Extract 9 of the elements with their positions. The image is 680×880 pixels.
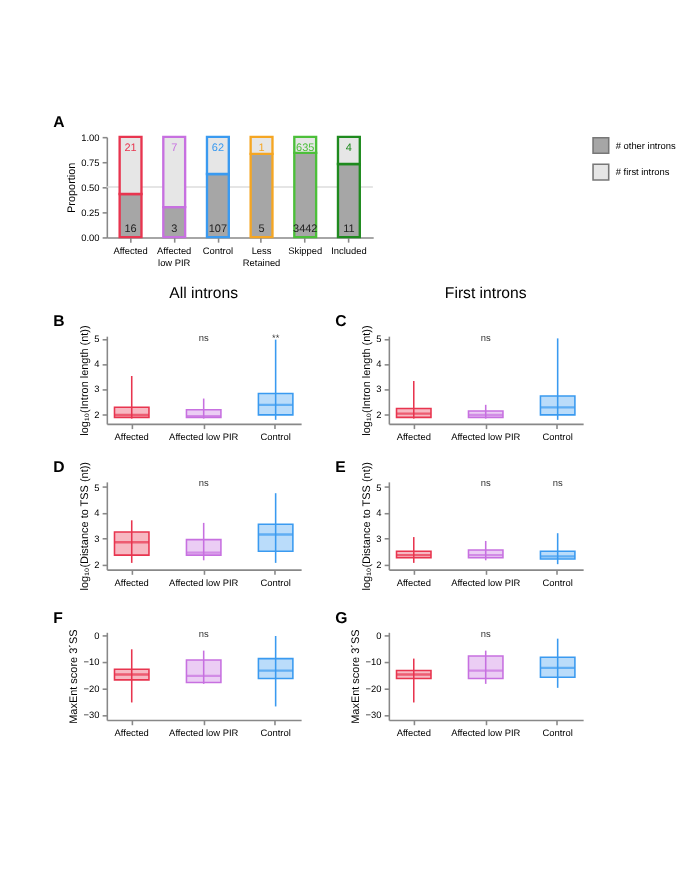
text: D — [53, 458, 66, 477]
text: C — [335, 312, 348, 331]
text: B — [53, 312, 66, 331]
text: E — [335, 458, 346, 477]
chart-title: First introns — [444, 284, 527, 303]
text: F — [53, 608, 64, 627]
text: A — [53, 113, 66, 132]
chart-title: All introns — [169, 284, 239, 303]
text: G — [335, 608, 348, 627]
